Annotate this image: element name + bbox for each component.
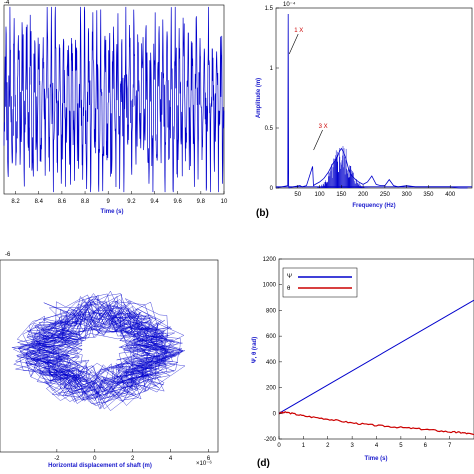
panel-d-legend: Ψ θ: [282, 267, 358, 298]
x-tick-label: 350: [423, 192, 434, 198]
panel-b-annotation-label: 1 X: [294, 28, 303, 34]
panel-d-legend-label-theta: θ: [287, 286, 291, 292]
panel-c: -6 -2 0 2 4 6 ×10⁻⁶ Horizontal displacement …: [0, 252, 219, 469]
panel-b-x-ticks: 50 100 150 200 250 300 350 400: [294, 185, 456, 198]
panel-d-theta-line: [278, 410, 474, 436]
x-tick-label: -2: [54, 456, 60, 462]
panel-a-exponent: -4: [4, 0, 10, 6]
panel-c-y-exponent: -6: [5, 252, 11, 258]
panel-c-x-ticks: -2 0 2 4 6: [54, 449, 211, 462]
x-tick-label: 300: [402, 192, 413, 198]
panel-b-annotations: 1 X 3 X: [288, 28, 328, 151]
x-tick-label: 100: [315, 192, 326, 198]
y-tick-label: 400: [266, 360, 277, 366]
x-tick-label: 8.8: [81, 199, 90, 205]
panel-c-x-label: Horizontal displacement of shaft (m): [48, 463, 152, 469]
x-tick-label: 9.4: [150, 199, 159, 205]
x-tick-label: 50: [294, 192, 301, 198]
panel-d-series: [278, 299, 474, 436]
y-tick-label: 1.5: [265, 6, 274, 12]
x-tick-label: 4: [169, 456, 173, 462]
x-tick-label: 150: [336, 192, 347, 198]
x-tick-label: 4: [375, 443, 379, 449]
y-tick-label: 800: [266, 308, 277, 314]
x-tick-label: 200: [358, 192, 369, 198]
panel-a-series: [3, 6, 225, 193]
x-tick-label: 9: [107, 199, 111, 205]
panel-b-x-label: Frequency (Hz): [352, 203, 395, 209]
y-tick-label: 600: [266, 334, 277, 340]
x-tick-label: 0: [93, 456, 97, 462]
x-tick-label: 250: [380, 192, 391, 198]
x-tick-label: 8.6: [58, 199, 67, 205]
panel-b-series: [275, 13, 472, 189]
x-tick-label: 0: [277, 443, 281, 449]
y-tick-label: 1000: [263, 283, 277, 289]
panel-a-x-ticks: 8.2 8.4 8.6 8.8 9 9.2 9.4 9.6 9.8 10: [11, 191, 228, 205]
x-tick-label: 400: [445, 192, 456, 198]
panel-d-legend-label-psi: Ψ: [287, 274, 292, 280]
x-tick-label: 1: [302, 443, 306, 449]
panel-d-legend-box: [282, 267, 358, 298]
panel-d-y-label: Ψ, θ (rad): [252, 337, 258, 363]
y-tick-label: 0: [273, 411, 277, 417]
panel-b-y-ticks: 0 0.5 1 1.5: [265, 6, 279, 192]
panel-b-exponent: 10⁻⁴: [283, 1, 296, 8]
panel-d-label: (d): [257, 458, 270, 469]
y-tick-label: 200: [266, 386, 277, 392]
panel-b-plot-area: [275, 7, 473, 189]
panel-d-x-ticks: 0 1 2 3 4 5 6 7: [277, 436, 452, 449]
panel-b: 10⁻⁴ 50 100 150 200 250 300 350 400 0 0.5 1 1.5 1 …: [256, 1, 473, 219]
x-tick-label: 5: [399, 443, 403, 449]
x-tick-label: 9.2: [127, 199, 136, 205]
panel-a-signal-line: [3, 6, 225, 193]
x-tick-label: 10: [221, 199, 228, 205]
panel-b-annotation-arrow: [288, 33, 299, 55]
x-tick-label: 8.2: [11, 199, 20, 205]
panel-a-x-label: Time (s): [101, 209, 124, 215]
y-tick-label: 1200: [263, 257, 277, 263]
x-tick-label: 6: [424, 443, 428, 449]
panel-a: -4 8.2 8.4 8.6 8.8 9 9.2 9.4 9.6 9.8 10 Time (s): [3, 0, 228, 215]
y-tick-label: 0.5: [265, 126, 274, 132]
panel-b-annotation-label: 3 X: [319, 124, 328, 130]
panel-d-psi-line: [278, 299, 474, 414]
x-tick-label: 8.4: [35, 199, 44, 205]
panel-d-x-label: Time (s): [365, 456, 388, 462]
panel-d-y-ticks: -200 0 200 400 600 800 1000 1200: [263, 257, 282, 443]
panel-c-series: [11, 290, 186, 411]
y-tick-label: 1: [270, 66, 274, 72]
x-tick-label: 2: [326, 443, 330, 449]
x-tick-label: 6: [207, 456, 211, 462]
panel-c-x-exponent: ×10⁻⁶: [196, 460, 212, 467]
x-tick-label: 3: [350, 443, 354, 449]
panel-c-orbit-line: [11, 290, 186, 411]
panel-b-annotation-arrow: [313, 129, 323, 151]
x-tick-label: 9.6: [174, 199, 183, 205]
x-tick-label: 7: [448, 443, 452, 449]
panel-b-y-label: Amplitude (m): [256, 78, 262, 118]
x-tick-label: 9.8: [197, 199, 206, 205]
x-tick-label: 2: [131, 456, 135, 462]
y-tick-label: 0: [270, 186, 274, 192]
panel-b-label: (b): [256, 208, 269, 219]
y-tick-label: -200: [264, 437, 277, 443]
